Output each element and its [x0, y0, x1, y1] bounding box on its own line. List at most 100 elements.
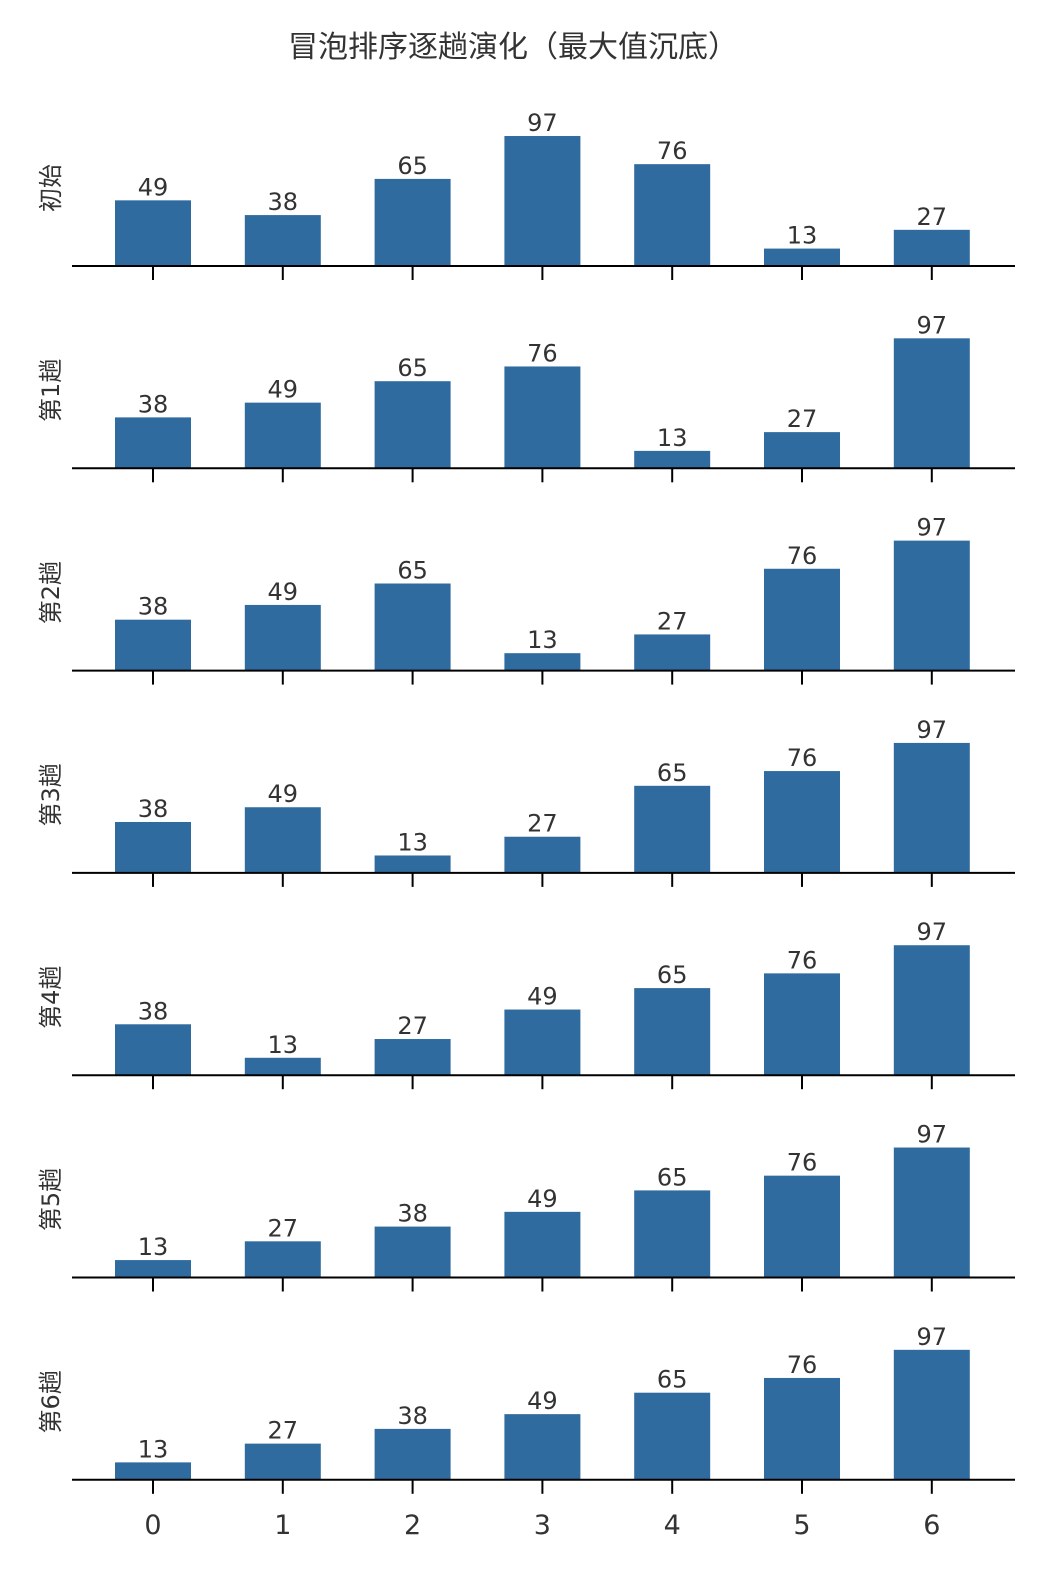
- value-label: 38: [138, 795, 169, 823]
- bar: [504, 366, 581, 469]
- bar: [634, 1190, 711, 1278]
- bar: [244, 1057, 321, 1076]
- bar: [764, 432, 840, 469]
- value-label: 38: [138, 593, 169, 621]
- bar: [764, 1377, 840, 1480]
- row-label: 第6趟: [37, 1370, 65, 1433]
- panel-0: 初始 49 38 65 97 76 13 27: [37, 109, 1015, 280]
- value-label: 38: [397, 1200, 428, 1228]
- bar: [244, 807, 321, 873]
- value-label: 65: [657, 1366, 688, 1394]
- x-tick-label: 6: [923, 1510, 940, 1541]
- row-label: 初始: [37, 164, 65, 212]
- value-label: 65: [397, 152, 428, 180]
- bar: [374, 1039, 451, 1076]
- bar: [764, 771, 840, 873]
- chart-title: 冒泡排序逐趟演化（最大值沉底）: [288, 30, 738, 65]
- value-label: 27: [397, 1012, 428, 1040]
- bar: [374, 583, 451, 671]
- bar: [893, 338, 970, 469]
- value-label: 13: [397, 828, 428, 856]
- bar: [244, 1241, 321, 1278]
- value-label: 76: [527, 339, 558, 367]
- value-label: 97: [917, 514, 948, 542]
- bar: [374, 1428, 451, 1480]
- value-label: 13: [138, 1435, 169, 1463]
- bar: [115, 1260, 191, 1278]
- bar: [504, 653, 581, 671]
- bar: [634, 785, 711, 873]
- x-tick-label: 0: [144, 1510, 161, 1541]
- bar: [893, 540, 970, 671]
- panel-4: 第4趟 38 13 27 49 65 76 97: [37, 918, 1015, 1090]
- value-label: 65: [397, 557, 428, 585]
- bar: [374, 1226, 451, 1278]
- value-label: 97: [917, 716, 948, 744]
- bar: [374, 381, 451, 469]
- x-tick-label: 5: [793, 1510, 810, 1541]
- value-label: 49: [138, 173, 169, 201]
- bar: [634, 164, 711, 266]
- bar: [764, 1175, 840, 1278]
- value-label: 97: [917, 1121, 948, 1149]
- bar: [115, 821, 191, 873]
- bar: [115, 200, 191, 266]
- row-label: 第1趟: [37, 359, 65, 422]
- row-label: 第4趟: [37, 966, 65, 1029]
- value-label: 76: [657, 137, 688, 165]
- value-label: 49: [268, 376, 299, 404]
- value-label: 49: [268, 780, 299, 808]
- value-label: 27: [917, 203, 948, 231]
- bar: [634, 988, 711, 1076]
- panel-6: 第6趟 13 27 38 49 65 76 97 0 1 2 3 4 5 6: [37, 1323, 1015, 1541]
- value-label: 13: [657, 424, 688, 452]
- value-label: 76: [787, 542, 818, 570]
- bar: [504, 1414, 581, 1480]
- value-label: 49: [527, 983, 558, 1011]
- bar: [504, 1211, 581, 1278]
- bar: [244, 402, 321, 469]
- bar: [374, 178, 451, 266]
- value-label: 76: [787, 1351, 818, 1379]
- value-label: 65: [657, 1163, 688, 1191]
- value-label: 13: [138, 1233, 169, 1261]
- bar: [893, 1349, 970, 1480]
- bar: [764, 973, 840, 1076]
- bar: [634, 1392, 711, 1480]
- value-label: 97: [527, 109, 558, 137]
- x-tick-label: 4: [664, 1510, 681, 1541]
- row-label: 第3趟: [37, 763, 65, 826]
- bar: [504, 836, 581, 873]
- panel-2: 第2趟 38 49 65 13 27 76 97: [37, 514, 1015, 685]
- value-label: 38: [138, 997, 169, 1025]
- value-label: 65: [657, 961, 688, 989]
- value-label: 13: [268, 1031, 299, 1059]
- value-label: 49: [268, 578, 299, 606]
- value-label: 27: [268, 1214, 299, 1242]
- value-label: 27: [268, 1417, 299, 1445]
- bar: [893, 1147, 970, 1278]
- value-label: 97: [917, 1323, 948, 1351]
- bar: [115, 1462, 191, 1480]
- value-label: 97: [917, 311, 948, 339]
- bar: [115, 417, 191, 469]
- x-tick-label: 3: [534, 1510, 551, 1541]
- value-label: 13: [527, 626, 558, 654]
- panel-5: 第5趟 13 27 38 49 65 76 97: [37, 1121, 1015, 1292]
- value-label: 97: [917, 918, 948, 946]
- value-label: 38: [138, 390, 169, 418]
- value-label: 38: [268, 188, 299, 216]
- bar: [115, 619, 191, 671]
- x-tick-label: 2: [404, 1510, 421, 1541]
- row-label: 第5趟: [37, 1168, 65, 1231]
- bar: [244, 604, 321, 671]
- value-label: 27: [657, 607, 688, 635]
- value-label: 27: [527, 810, 558, 838]
- bar: [634, 634, 711, 671]
- value-label: 65: [657, 759, 688, 787]
- bar: [634, 450, 711, 469]
- bar: [764, 568, 840, 671]
